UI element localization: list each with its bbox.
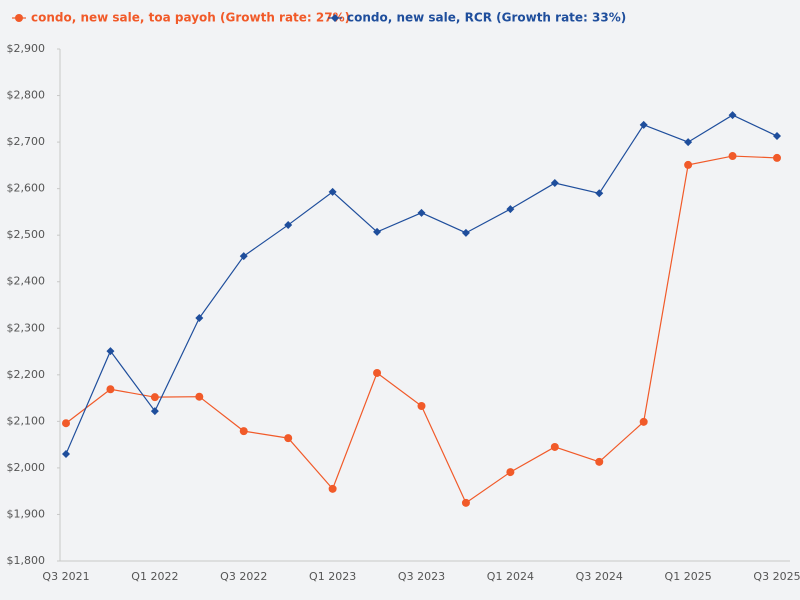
data-point bbox=[106, 385, 115, 394]
y-tick-label: $2,400 bbox=[7, 275, 46, 288]
y-tick-label: $1,800 bbox=[7, 554, 46, 567]
data-point bbox=[328, 484, 337, 493]
data-point bbox=[550, 442, 559, 451]
data-point bbox=[417, 402, 426, 411]
data-point bbox=[373, 227, 382, 236]
data-point bbox=[195, 392, 204, 401]
data-point bbox=[506, 205, 515, 214]
data-point bbox=[195, 314, 204, 323]
x-tick-label: Q3 2024 bbox=[576, 570, 623, 583]
data-point bbox=[62, 419, 70, 428]
x-tick-label: Q3 2023 bbox=[398, 570, 445, 583]
data-point bbox=[639, 120, 648, 129]
data-point bbox=[773, 153, 781, 162]
data-point bbox=[150, 393, 159, 402]
data-point bbox=[239, 427, 248, 436]
data-point bbox=[773, 132, 781, 141]
y-tick-label: $2,600 bbox=[7, 182, 46, 195]
data-point bbox=[328, 187, 337, 196]
y-tick-label: $2,100 bbox=[7, 414, 46, 427]
x-tick-label: Q1 2022 bbox=[131, 570, 178, 583]
y-tick-label: $1,900 bbox=[7, 507, 46, 520]
data-point bbox=[106, 347, 115, 356]
y-tick-label: $2,300 bbox=[7, 321, 46, 334]
y-tick-label: $2,000 bbox=[7, 461, 46, 474]
x-tick-label: Q1 2024 bbox=[487, 570, 534, 583]
x-tick-label: Q3 2021 bbox=[42, 570, 89, 583]
data-point bbox=[550, 179, 559, 188]
legend-marker bbox=[15, 14, 23, 22]
data-point bbox=[639, 417, 648, 426]
y-tick-label: $2,800 bbox=[7, 89, 46, 102]
data-point bbox=[284, 434, 293, 443]
data-point bbox=[461, 228, 470, 237]
x-tick-label: Q1 2023 bbox=[309, 570, 356, 583]
data-point bbox=[728, 152, 737, 161]
y-tick-label: $2,500 bbox=[7, 228, 46, 241]
data-point bbox=[595, 457, 604, 466]
data-point bbox=[684, 160, 693, 169]
data-point bbox=[595, 189, 604, 198]
data-point bbox=[284, 220, 293, 229]
legend-label: condo, new sale, RCR (Growth rate: 33%) bbox=[347, 11, 626, 25]
legend-marker bbox=[331, 14, 339, 22]
data-point bbox=[506, 468, 515, 477]
data-point bbox=[417, 208, 426, 217]
data-point bbox=[728, 111, 737, 120]
y-tick-label: $2,200 bbox=[7, 368, 46, 381]
data-point bbox=[239, 252, 248, 261]
x-tick-label: Q3 2025 bbox=[753, 570, 800, 583]
y-tick-label: $2,700 bbox=[7, 135, 46, 148]
y-tick-label: $2,900 bbox=[7, 42, 46, 55]
data-point bbox=[461, 498, 470, 507]
data-point bbox=[373, 368, 382, 377]
data-point bbox=[684, 138, 693, 147]
x-tick-label: Q1 2025 bbox=[665, 570, 712, 583]
x-tick-label: Q3 2022 bbox=[220, 570, 267, 583]
data-point bbox=[150, 407, 159, 416]
legend-label: condo, new sale, toa payoh (Growth rate:… bbox=[31, 11, 350, 25]
data-point bbox=[62, 449, 70, 458]
